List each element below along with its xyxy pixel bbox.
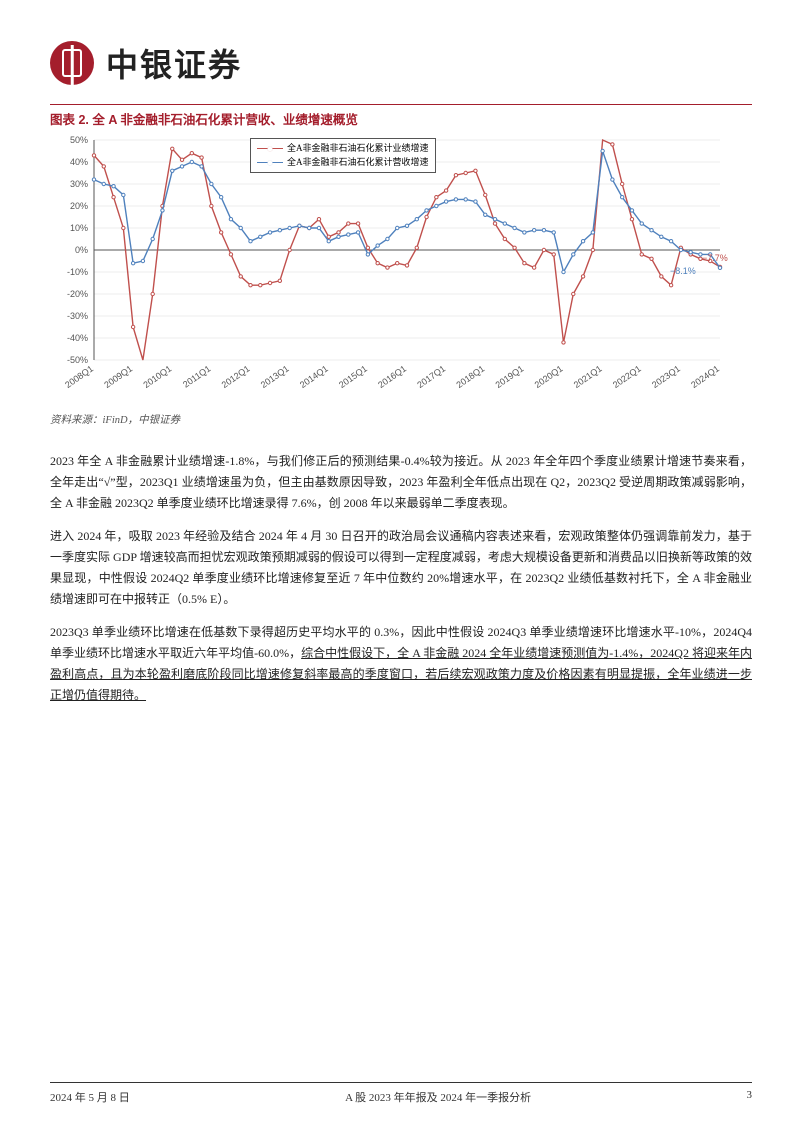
svg-text:2014Q1: 2014Q1 bbox=[298, 363, 330, 390]
svg-text:2023Q1: 2023Q1 bbox=[650, 363, 682, 390]
svg-text:−7.7%: −7.7% bbox=[702, 253, 728, 263]
report-header: 中银证券 bbox=[50, 40, 752, 86]
chart-section: 图表 2. 全 A 非金融非石油石化累计营收、业绩增速概览 -50% -40% -3… bbox=[50, 104, 752, 427]
svg-text:40%: 40% bbox=[70, 157, 88, 167]
brand-name: 中银证券 bbox=[106, 40, 242, 86]
page-footer: 2024 年 5 月 8 日 A 股 2023 年年报及 2024 年一季报分析… bbox=[50, 1082, 752, 1105]
svg-text:-40%: -40% bbox=[67, 333, 88, 343]
line-chart: -50% -40% -30% -20% -10% 0% 10% 20% 30% 40% 50% 200… bbox=[50, 130, 750, 410]
footer-date: 2024 年 5 月 8 日 bbox=[50, 1089, 130, 1105]
svg-text:2022Q1: 2022Q1 bbox=[611, 363, 643, 390]
svg-text:10%: 10% bbox=[70, 223, 88, 233]
svg-text:2019Q1: 2019Q1 bbox=[494, 363, 526, 390]
paragraph-2: 进入 2024 年，吸取 2023 年经验及结合 2024 年 4 月 30 日… bbox=[50, 526, 752, 610]
chart-title: 图表 2. 全 A 非金融非石油石化累计营收、业绩增速概览 bbox=[50, 109, 752, 128]
footer-page-num: 3 bbox=[747, 1089, 753, 1105]
chart-legend: 全A非金融非石油石化累计业绩增速全A非金融非石油石化累计营收增速 bbox=[250, 138, 436, 173]
svg-text:2011Q1: 2011Q1 bbox=[181, 363, 212, 389]
body-text: 2023 年全 A 非金融累计业绩增速-1.8%，与我们修正后的预测结果-0.4… bbox=[50, 451, 752, 706]
svg-text:2024Q1: 2024Q1 bbox=[689, 363, 721, 390]
svg-text:2021Q1: 2021Q1 bbox=[572, 363, 604, 390]
svg-text:20%: 20% bbox=[70, 201, 88, 211]
svg-text:-20%: -20% bbox=[67, 289, 88, 299]
svg-text:2010Q1: 2010Q1 bbox=[141, 363, 173, 390]
svg-text:0%: 0% bbox=[75, 245, 88, 255]
svg-text:2012Q1: 2012Q1 bbox=[220, 363, 252, 390]
svg-text:-30%: -30% bbox=[67, 311, 88, 321]
svg-text:30%: 30% bbox=[70, 179, 88, 189]
svg-text:2009Q1: 2009Q1 bbox=[102, 363, 134, 390]
svg-text:−8.1%: −8.1% bbox=[670, 266, 696, 276]
footer-title: A 股 2023 年年报及 2024 年一季报分析 bbox=[345, 1089, 531, 1105]
svg-text:2015Q1: 2015Q1 bbox=[337, 363, 369, 390]
svg-text:2018Q1: 2018Q1 bbox=[454, 363, 486, 390]
paragraph-3: 2023Q3 单季业绩环比增速在低基数下录得超历史平均水平的 0.3%，因此中性… bbox=[50, 622, 752, 706]
logo-icon bbox=[50, 41, 94, 85]
paragraph-1: 2023 年全 A 非金融累计业绩增速-1.8%，与我们修正后的预测结果-0.4… bbox=[50, 451, 752, 514]
svg-text:50%: 50% bbox=[70, 135, 88, 145]
svg-text:2017Q1: 2017Q1 bbox=[415, 363, 447, 390]
svg-text:-50%: -50% bbox=[67, 355, 88, 365]
svg-text:2008Q1: 2008Q1 bbox=[63, 363, 95, 390]
svg-text:2020Q1: 2020Q1 bbox=[533, 363, 565, 390]
svg-text:2016Q1: 2016Q1 bbox=[376, 363, 408, 390]
svg-text:2013Q1: 2013Q1 bbox=[259, 363, 291, 390]
chart-source: 资料来源：iFinD，中银证券 bbox=[50, 412, 752, 427]
svg-text:-10%: -10% bbox=[67, 267, 88, 277]
